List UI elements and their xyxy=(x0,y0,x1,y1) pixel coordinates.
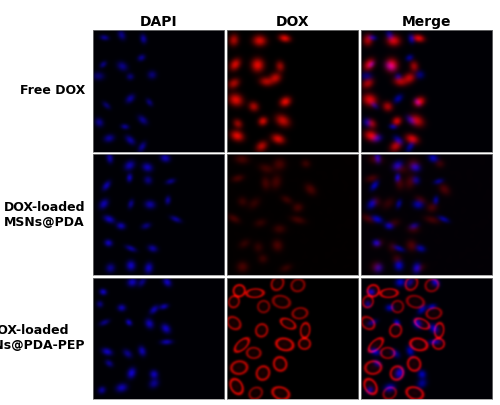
Text: Merge: Merge xyxy=(402,15,452,29)
Text: DOX: DOX xyxy=(276,15,310,29)
Text: DAPI: DAPI xyxy=(140,15,177,29)
Text: DOX-loaded
MSNs@PDA-PEP: DOX-loaded MSNs@PDA-PEP xyxy=(0,324,85,352)
Text: DOX-loaded
MSNs@PDA: DOX-loaded MSNs@PDA xyxy=(4,200,85,229)
Text: Free DOX: Free DOX xyxy=(20,85,85,98)
